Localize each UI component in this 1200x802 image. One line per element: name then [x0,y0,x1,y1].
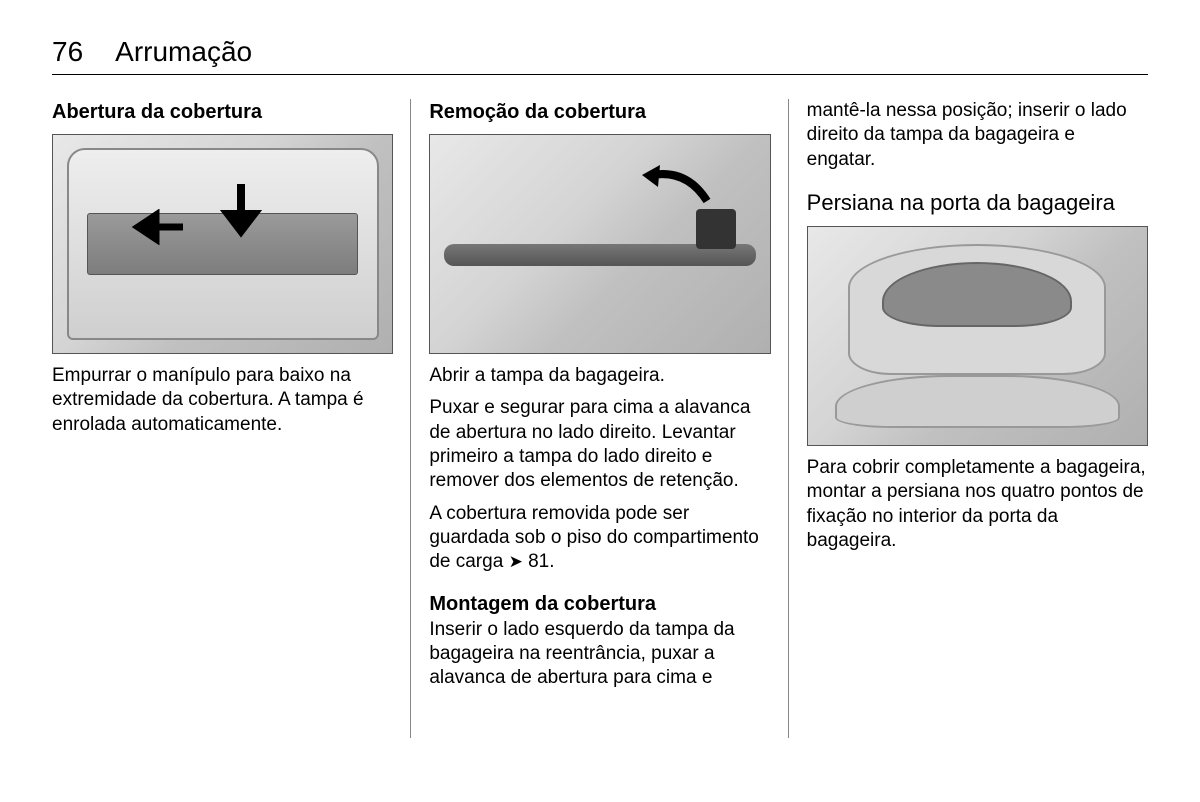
release-lever-shape [696,209,736,249]
col2-heading-2: Montagem da cobertura [429,593,770,616]
column-2: Remoção da cobertura Abrir a tampa da ba… [411,99,788,698]
col3-paragraph-0: mantê-la nessa posição; inserir o lado d… [807,99,1148,172]
crossref-link[interactable]: ➤ 81 [509,550,550,574]
figure-cover-removal [429,134,770,354]
figure-cover-opening [52,134,393,354]
col2-paragraph-3: A cobertura removida pode ser guardada s… [429,502,770,575]
col2-p3-pre: A cobertura removida pode ser guardada s… [429,503,759,573]
col2-p3-post: . [549,551,554,572]
col2-heading: Remoção da cobertura [429,101,770,124]
bumper-shape [835,375,1120,427]
arrow-left-icon [128,209,188,245]
arrow-down-icon [216,179,266,249]
col1-heading: Abertura da cobertura [52,101,393,124]
figure-tailgate-blind [807,226,1148,446]
content-columns: Abertura da cobertura Empurrar o manípul… [52,99,1148,698]
col2-paragraph-2: Puxar e segurar para cima a alavanca de … [429,396,770,493]
crossref-page: 81 [528,551,549,572]
crossref-icon: ➤ [509,552,523,571]
page-number: 76 [52,36,83,68]
col3-paragraph-1: Para cobrir completamente a bagageira, m… [807,456,1148,553]
page-title: Arrumação [115,36,252,68]
col3-section-heading: Persiana na porta da bagageira [807,190,1148,216]
page-header: 76 Arrumação [52,36,1148,75]
col2-paragraph-1: Abrir a tampa da bagageira. [429,364,770,388]
col2-paragraph-4: Inserir o lado esquerdo da tampa da baga… [429,618,770,691]
col1-paragraph-1: Empurrar o manípulo para baixo na extrem… [52,364,393,437]
column-1: Abertura da cobertura Empurrar o manípul… [52,99,411,698]
curve-arrow-icon [632,161,722,211]
column-3: mantê-la nessa posição; inserir o lado d… [789,99,1148,698]
